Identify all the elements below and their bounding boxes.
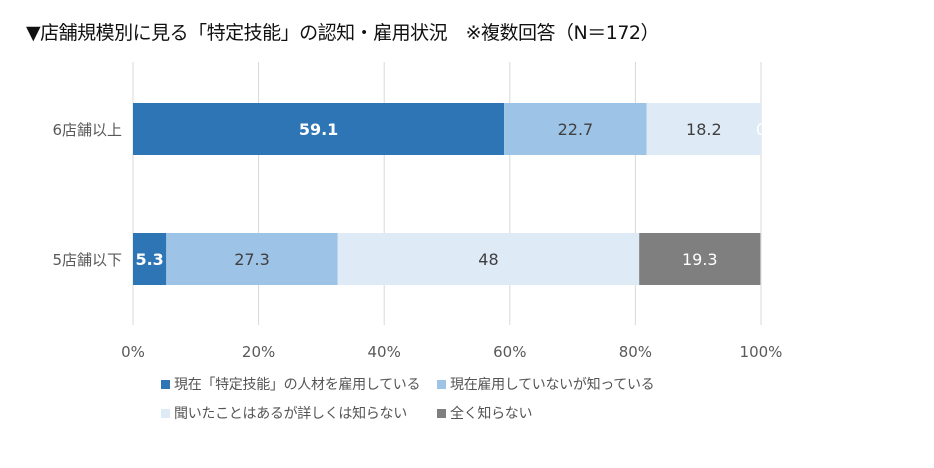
bar-segment: [133, 103, 505, 155]
data-label: 48: [478, 250, 498, 269]
data-label: 19.3: [682, 250, 718, 269]
bar-segment: [504, 103, 647, 155]
legend-swatch: [161, 379, 170, 389]
data-label: 0: [756, 120, 766, 139]
x-tick-label: 100%: [740, 343, 783, 361]
legend-label: 現在雇用していないが知っている: [450, 377, 655, 393]
bar-segment: [639, 233, 761, 285]
legend-item-employing: 現在「特定技能」の人材を雇用している: [161, 374, 420, 394]
legend-label: 全く知らない: [450, 406, 533, 422]
legend-label: 現在「特定技能」の人材を雇用している: [174, 377, 421, 393]
legend-swatch: [437, 379, 446, 389]
bar-segment: [166, 233, 338, 285]
legend-swatch: [437, 408, 446, 418]
data-label: 22.7: [558, 120, 594, 139]
x-tick-label: 40%: [368, 343, 401, 361]
bar-segment: [646, 103, 761, 155]
legend-swatch: [161, 408, 170, 418]
chart-title: ▼店舗規模別に見る「特定技能」の認知・雇用状況 ※複数回答（N＝172）: [26, 22, 660, 44]
bar-segment: [337, 233, 640, 285]
x-tick-label: 0%: [121, 343, 145, 361]
data-label: 59.1: [299, 120, 338, 139]
data-label: 5.3: [135, 250, 163, 269]
x-tick-label: 20%: [242, 343, 275, 361]
legend-label: 聞いたことはあるが詳しくは知らない: [174, 406, 407, 422]
x-tick-label: 80%: [619, 343, 652, 361]
legend-item-aware: 現在雇用していないが知っている: [437, 374, 655, 394]
bar-segment: [133, 233, 167, 285]
data-label: 18.2: [686, 120, 722, 139]
data-label: 27.3: [234, 250, 270, 269]
x-tick-label: 60%: [493, 343, 526, 361]
legend-item-unknown: 全く知らない: [437, 403, 533, 423]
category-label: 5店舗以下: [52, 251, 122, 269]
category-label: 6店舗以上: [52, 121, 122, 139]
legend-item-heard: 聞いたことはあるが詳しくは知らない: [161, 403, 407, 423]
